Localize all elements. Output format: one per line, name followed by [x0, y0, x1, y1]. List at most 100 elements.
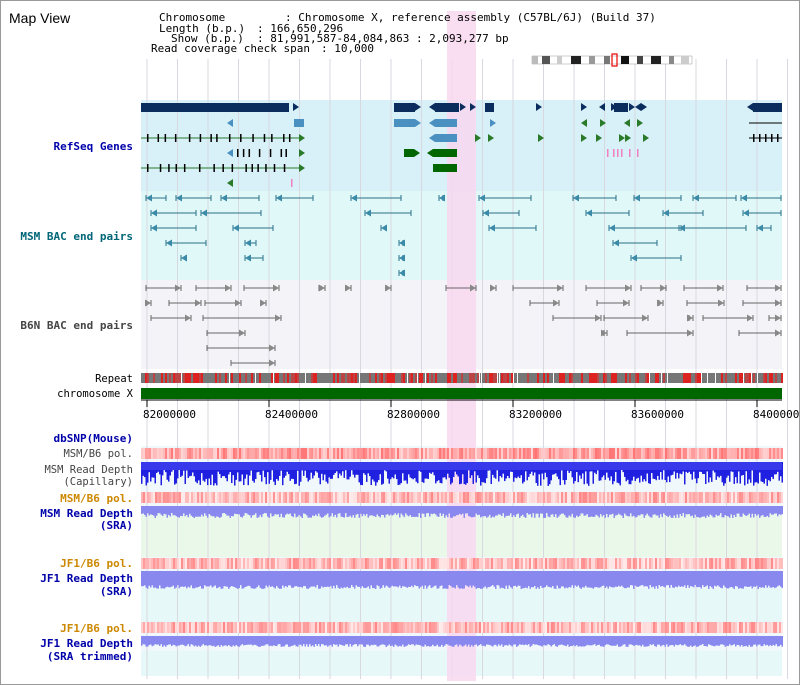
repeat-element [349, 373, 351, 383]
polymorphism-cell [227, 558, 229, 569]
read-depth-bar [225, 636, 227, 646]
track-label-msm-b6-pol-2[interactable]: MSM/B6 pol. [60, 492, 133, 505]
polymorphism-cell [423, 448, 425, 459]
read-depth-bar [436, 571, 438, 589]
polymorphism-cell [305, 492, 307, 503]
read-depth-bar [301, 506, 303, 518]
read-depth-bar [630, 571, 632, 586]
repeat-element [503, 373, 505, 383]
read-depth-bar [340, 636, 342, 645]
read-depth-bar [495, 462, 497, 479]
polymorphism-cell [145, 622, 147, 633]
read-depth-bar [657, 571, 659, 589]
track-label-b6n-bac[interactable]: B6N BAC end pairs [20, 319, 133, 332]
polymorphism-cell [315, 492, 317, 503]
read-depth-bar [735, 571, 737, 586]
read-depth-bar [579, 462, 581, 476]
polymorphism-cell [171, 622, 173, 633]
repeat-element [725, 373, 727, 383]
read-depth-bar [681, 506, 683, 517]
polymorphism-cell [411, 622, 413, 633]
read-depth-bar [648, 636, 650, 647]
read-depth-bar [630, 462, 632, 485]
read-depth-bar [651, 462, 653, 474]
track-label-jf1-depth-sra[interactable]: JF1 Read Depth [40, 572, 133, 585]
read-depth-bar [327, 571, 329, 587]
read-depth-bar [165, 462, 167, 473]
polymorphism-cell [189, 448, 191, 459]
read-depth-bar [441, 636, 443, 645]
read-depth-bar [675, 506, 677, 518]
read-depth-bar [651, 506, 653, 518]
read-depth-bar [231, 506, 233, 516]
track-label-msm-depth-cap[interactable]: MSM Read Depth [44, 464, 133, 476]
gene-arrow [299, 164, 305, 172]
repeat-element [603, 373, 605, 383]
track-label-msm-bac[interactable]: MSM BAC end pairs [20, 230, 133, 243]
polymorphism-cell [699, 558, 701, 569]
read-depth-bar [484, 571, 486, 587]
read-depth-bar [262, 506, 264, 514]
read-depth-bar [213, 636, 215, 646]
track-label-jf1-b6-pol-2[interactable]: JF1/B6 pol. [60, 622, 133, 635]
polymorphism-cell [737, 558, 739, 569]
polymorphism-cell [309, 448, 311, 459]
read-depth-bar [741, 571, 743, 589]
polymorphism-cell [209, 448, 211, 459]
read-depth-bar [748, 636, 750, 645]
gene-arrow [151, 224, 157, 232]
repeat-element [655, 373, 657, 383]
polymorphism-cell [591, 448, 593, 459]
track-label-dbsnp[interactable]: dbSNP(Mouse) [53, 432, 133, 445]
polymorphism-cell [661, 448, 663, 459]
polymorphism-cell [767, 558, 769, 569]
polymorphism-cell [587, 558, 589, 569]
polymorphism-cell [677, 492, 679, 503]
read-depth-bar [498, 636, 500, 645]
polymorphism-cell [191, 558, 193, 569]
polymorphism-cell [515, 558, 517, 569]
read-depth-bar [405, 506, 407, 514]
read-depth-bar [298, 571, 300, 588]
track-label-msm-depth-sra[interactable]: MSM Read Depth [40, 507, 133, 520]
read-depth-bar [325, 571, 327, 588]
polymorphism-cell [683, 448, 685, 459]
track-label-chromosome[interactable]: chromosome X [57, 388, 133, 400]
track-label-msm-b6-pol-1[interactable]: MSM/B6 pol. [63, 448, 133, 460]
polymorphism-cell [229, 558, 231, 569]
gene-arrow [553, 299, 559, 307]
repeat-element [613, 373, 615, 383]
read-depth-bar [580, 462, 582, 479]
gene-arrow [609, 224, 615, 232]
read-depth-bar [412, 636, 414, 645]
polymorphism-cell [523, 622, 525, 633]
read-depth-bar [318, 571, 320, 589]
track-label-jf1-b6-pol-1[interactable]: JF1/B6 pol. [60, 557, 133, 570]
read-depth-bar [711, 636, 713, 646]
polymorphism-cell [409, 448, 411, 459]
polymorphism-cell [193, 622, 195, 633]
read-depth-bar [441, 571, 443, 586]
gene-exon [283, 164, 286, 172]
track-label-refseq[interactable]: RefSeq Genes [53, 140, 133, 153]
polymorphism-cell [227, 448, 229, 459]
read-depth-bar [442, 462, 444, 478]
read-depth-bar [373, 506, 375, 517]
repeat-element [595, 373, 597, 383]
read-depth-bar [607, 636, 609, 645]
read-depth-bar [678, 636, 680, 645]
polymorphism-cell [605, 558, 607, 569]
read-depth-bar [469, 571, 471, 586]
polymorphism-cell [237, 492, 239, 503]
polymorphism-cell [589, 448, 591, 459]
read-depth-bar [337, 636, 339, 647]
read-depth-bar [382, 462, 384, 484]
repeat-element [351, 373, 353, 383]
read-depth-bar [733, 571, 735, 589]
polymorphism-cell [593, 622, 595, 633]
read-depth-bar [555, 636, 557, 647]
polymorphism-cell [377, 622, 379, 633]
track-label-repeat[interactable]: Repeat [95, 373, 133, 385]
track-label-jf1-depth-trim[interactable]: JF1 Read Depth [40, 637, 133, 650]
